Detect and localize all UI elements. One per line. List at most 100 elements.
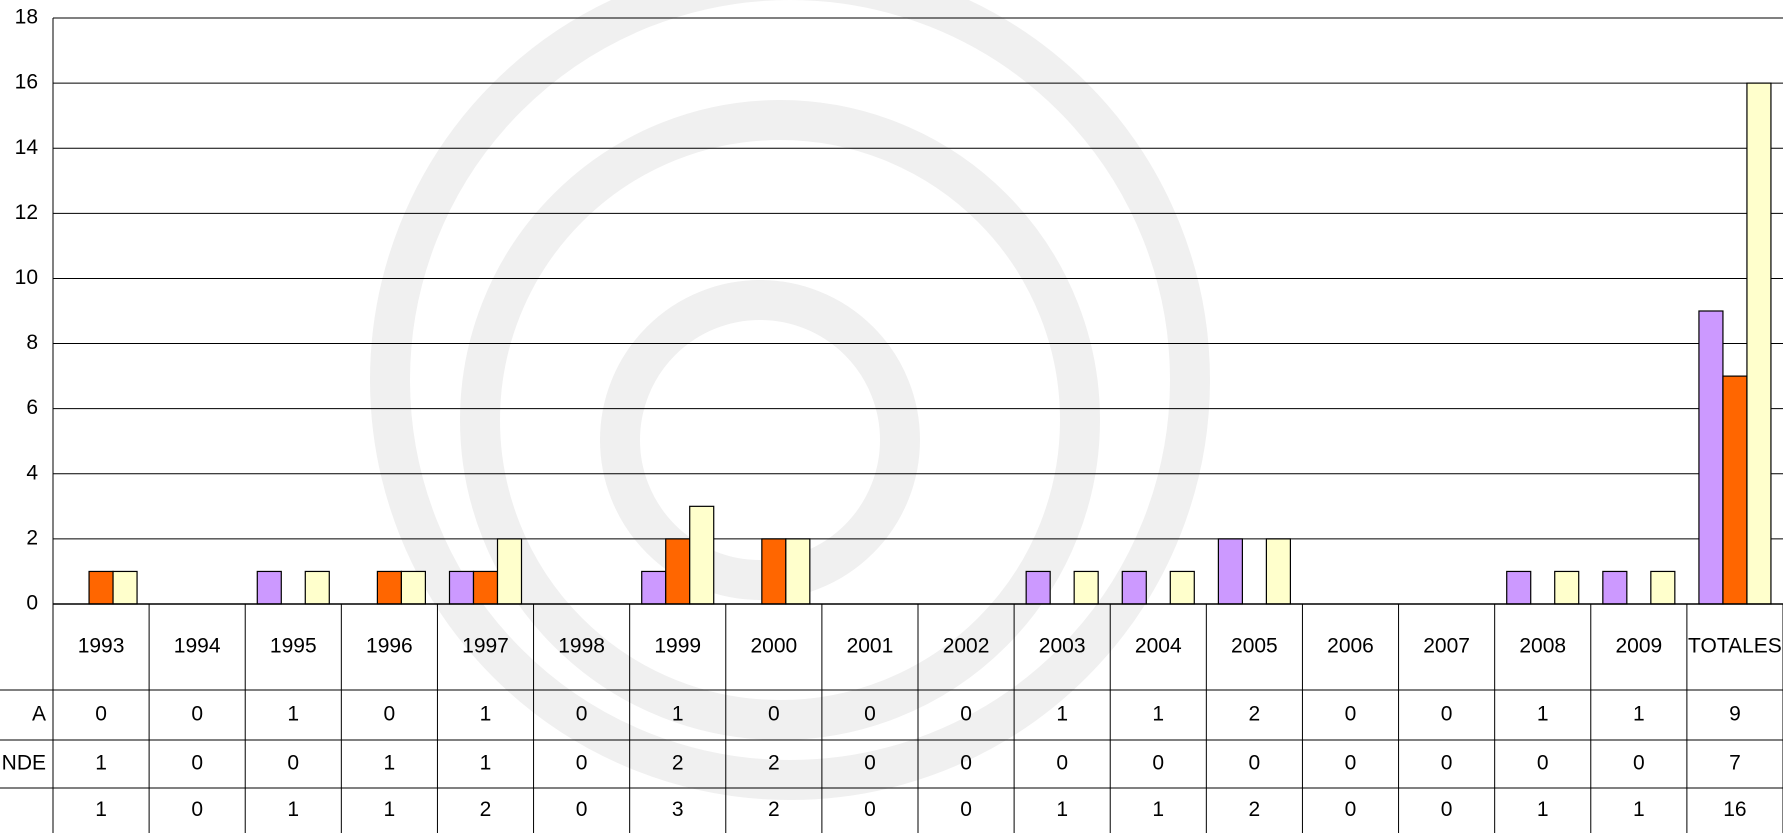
table-value: 1 [95,798,107,821]
table-value: 0 [1345,798,1357,821]
table-value: 0 [864,752,876,775]
table-value: 1 [1152,798,1164,821]
table-value: 0 [287,752,299,775]
legend-label: A [32,703,46,726]
y-tick-label: 0 [26,592,38,615]
bar [257,571,281,604]
bar [786,539,810,604]
bar [1122,571,1146,604]
table-value: 3 [672,798,684,821]
bar [1555,571,1579,604]
table-value: 2 [768,798,780,821]
bar [474,571,498,604]
chart: 0246810121416181993011199400019951011996… [0,0,1783,833]
table-value: 1 [1633,703,1645,726]
table-value: 0 [960,798,972,821]
table-value: 0 [576,752,588,775]
bar [1747,83,1771,604]
table-value: 0 [960,752,972,775]
x-tick-label: 2005 [1231,635,1278,658]
x-tick-label: 1997 [462,635,509,658]
table-value: 0 [1537,752,1549,775]
y-tick-label: 10 [15,266,38,289]
x-tick-label: 2006 [1327,635,1374,658]
table-value: 2 [768,752,780,775]
x-tick-label: 1994 [174,635,221,658]
x-tick-label: 2008 [1519,635,1566,658]
table-value: 0 [1345,752,1357,775]
bar [1218,539,1242,604]
bar [1507,571,1531,604]
bar [1170,571,1194,604]
table-value: 0 [191,798,203,821]
bar [1651,571,1675,604]
table-value: 0 [1056,752,1068,775]
bar [1699,311,1723,604]
x-tick-label: 2009 [1615,635,1662,658]
table-value: 0 [1633,752,1645,775]
x-tick-label: 1999 [654,635,701,658]
table-value: 2 [480,798,492,821]
table-value: 0 [1345,703,1357,726]
y-tick-label: 8 [26,331,38,354]
y-tick-label: 18 [15,6,38,29]
x-tick-label: 2007 [1423,635,1470,658]
table-value: 1 [384,752,396,775]
y-tick-label: 4 [26,461,38,484]
bar [666,539,690,604]
x-tick-label: 2000 [750,635,797,658]
watermark [390,0,1190,780]
table-value: 0 [576,703,588,726]
table-value: 9 [1729,703,1741,726]
y-tick-label: 2 [26,526,38,549]
x-tick-label: 1995 [270,635,317,658]
bar [1603,571,1627,604]
table-value: 2 [1249,703,1261,726]
x-tick-label: 2004 [1135,635,1182,658]
x-tick-label: 2001 [847,635,894,658]
x-tick-label: TOTALES [1688,635,1782,658]
table-value: 1 [480,752,492,775]
bar [401,571,425,604]
table-value: 0 [1441,798,1453,821]
table-value: 1 [1537,798,1549,821]
table-value: 0 [864,703,876,726]
bar [1266,539,1290,604]
table-value: 0 [191,703,203,726]
table-value: 1 [1633,798,1645,821]
bar [1026,571,1050,604]
table-value: 1 [1152,703,1164,726]
bar [1074,571,1098,604]
bar [690,506,714,604]
y-tick-label: 14 [15,136,39,159]
table-value: 1 [95,752,107,775]
bar [113,571,137,604]
table-value: 0 [1441,703,1453,726]
table-value: 7 [1729,752,1741,775]
bar [1723,376,1747,604]
table-value: 0 [95,703,107,726]
table-value: 0 [768,703,780,726]
y-tick-label: 16 [15,71,38,94]
x-tick-label: 2002 [943,635,990,658]
bar [762,539,786,604]
bar [89,571,113,604]
table-value: 1 [1056,703,1068,726]
bar [377,571,401,604]
table-value: 1 [480,703,492,726]
x-tick-label: 1998 [558,635,605,658]
table-value: 1 [287,798,299,821]
table-value: 2 [1249,798,1261,821]
table-value: 1 [384,798,396,821]
table-value: 1 [1056,798,1068,821]
x-tick-label: 2003 [1039,635,1086,658]
table-value: 2 [672,752,684,775]
x-tick-label: 1993 [78,635,125,658]
table-value: 0 [960,703,972,726]
table-value: 0 [191,752,203,775]
table-value: 1 [1537,703,1549,726]
bar [305,571,329,604]
table-value: 0 [1249,752,1261,775]
bar [450,571,474,604]
table-value: 1 [287,703,299,726]
